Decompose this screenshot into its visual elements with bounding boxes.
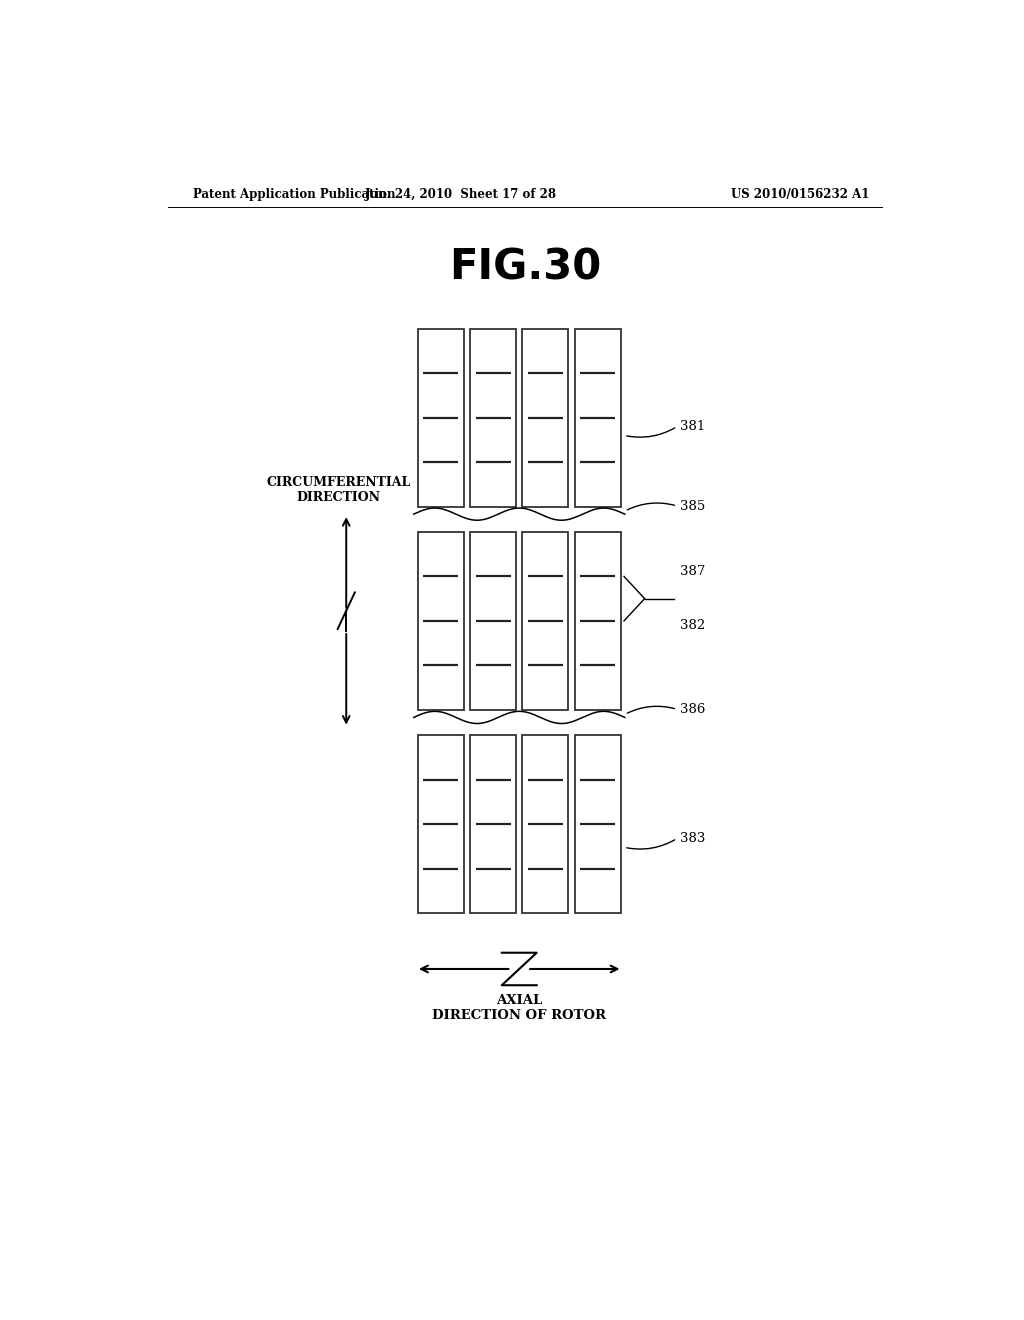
Text: CIRCUMFERENTIAL
DIRECTION: CIRCUMFERENTIAL DIRECTION bbox=[266, 477, 411, 504]
Text: 387: 387 bbox=[680, 565, 706, 578]
Bar bbox=[574, 735, 621, 913]
Text: 386: 386 bbox=[680, 702, 706, 715]
Text: FIG.30: FIG.30 bbox=[449, 246, 601, 288]
Text: Jun. 24, 2010  Sheet 17 of 28: Jun. 24, 2010 Sheet 17 of 28 bbox=[366, 189, 557, 202]
Text: 383: 383 bbox=[680, 832, 706, 845]
Bar bbox=[522, 329, 568, 507]
Bar bbox=[522, 735, 568, 913]
Text: 382: 382 bbox=[680, 619, 706, 632]
Bar bbox=[522, 532, 568, 710]
Bar bbox=[470, 735, 516, 913]
Bar bbox=[574, 329, 621, 507]
Bar bbox=[470, 532, 516, 710]
Bar bbox=[418, 735, 464, 913]
Text: AXIAL
DIRECTION OF ROTOR: AXIAL DIRECTION OF ROTOR bbox=[432, 994, 606, 1023]
Text: US 2010/0156232 A1: US 2010/0156232 A1 bbox=[731, 189, 869, 202]
Bar bbox=[470, 329, 516, 507]
Bar bbox=[418, 329, 464, 507]
Text: 381: 381 bbox=[680, 420, 706, 433]
Text: 385: 385 bbox=[680, 499, 706, 512]
Text: Patent Application Publication: Patent Application Publication bbox=[194, 189, 395, 202]
Bar bbox=[418, 532, 464, 710]
Bar bbox=[574, 532, 621, 710]
